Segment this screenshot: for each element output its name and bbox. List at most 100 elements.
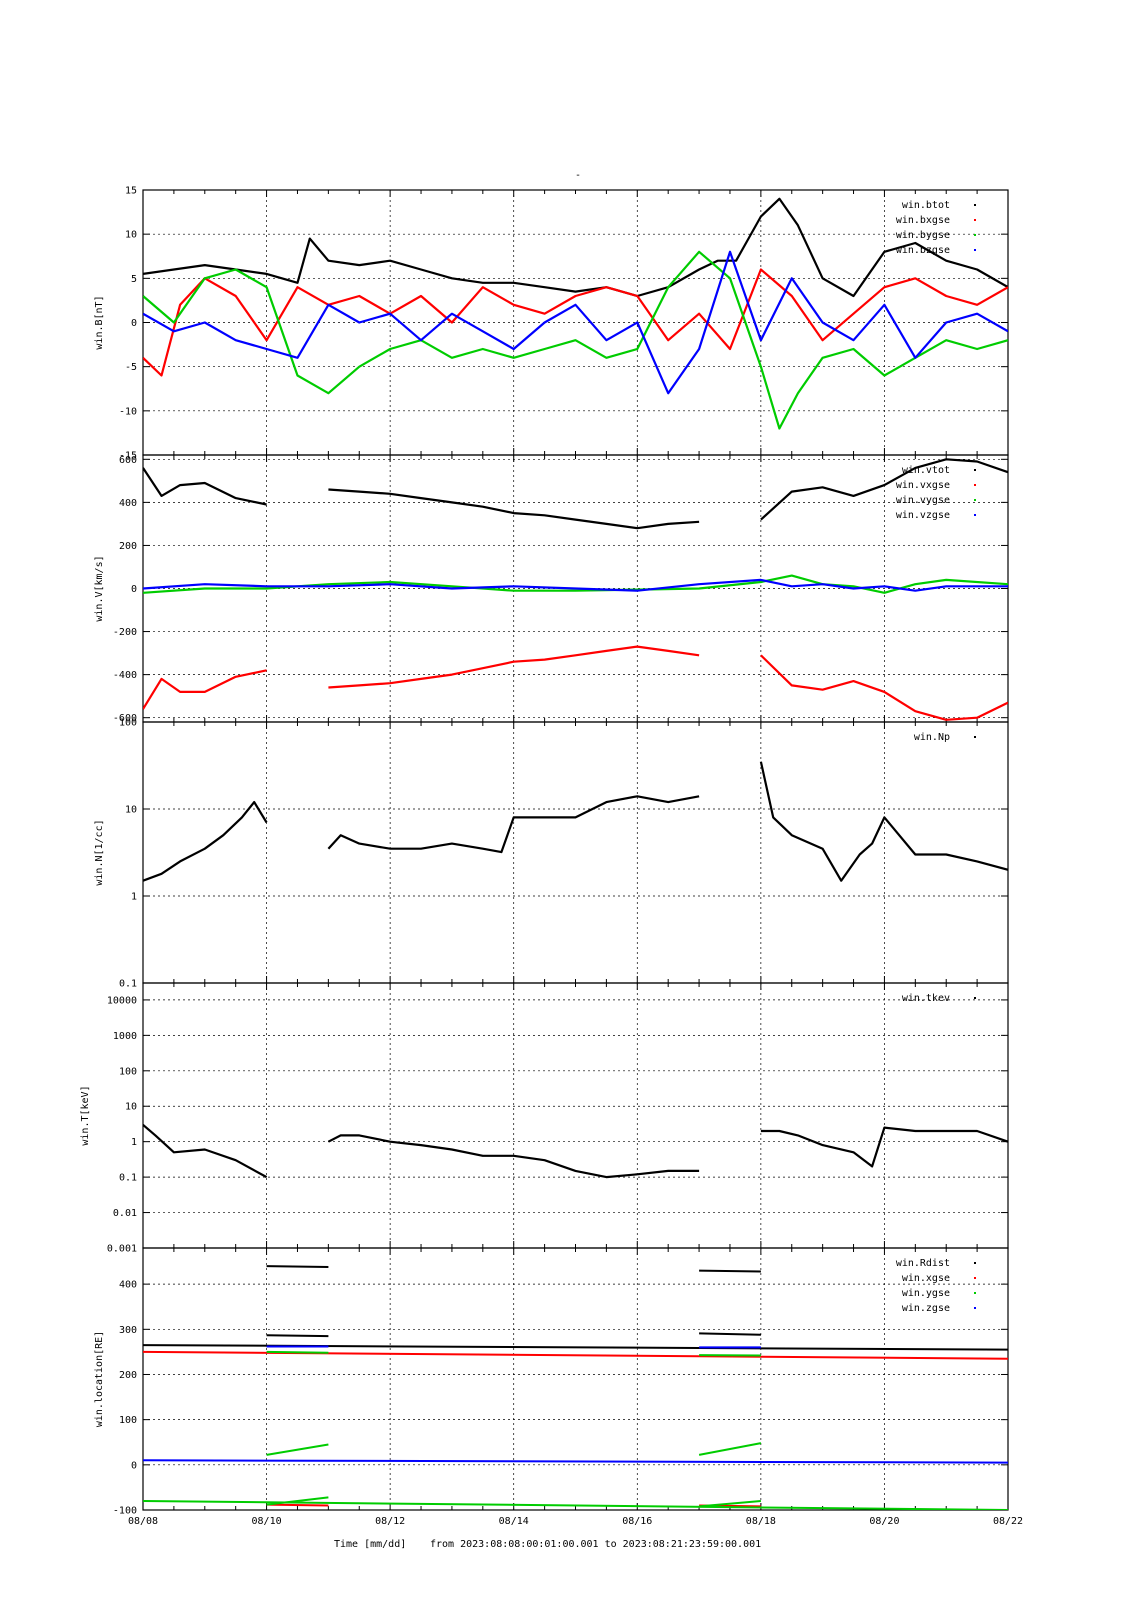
series-line [699, 1269, 761, 1273]
y-tick-label: 1 [131, 892, 137, 903]
series-line [143, 574, 1008, 594]
legend-entry: win.ygse [902, 1288, 950, 1299]
series-win-ygse [143, 1350, 1008, 1510]
series-win-bzgse [143, 250, 1008, 395]
series-win-zgse [143, 1345, 1008, 1464]
x-tick-label: 08/18 [746, 1516, 776, 1527]
y-tick-label: 400 [119, 498, 137, 509]
y-axis-label: win.T[keV] [80, 1085, 91, 1145]
legend-entry: win.tkev [902, 993, 950, 1004]
panel-5: -100 0 100 200 300 400 win.location[RE] win.Rdi… [94, 1247, 1009, 1517]
y-axis-label: win.V[km/s] [94, 555, 105, 621]
series-line [143, 761, 1008, 882]
y-tick-label: 200 [119, 1370, 137, 1381]
y-tick-label: 300 [119, 1325, 137, 1336]
series-line [143, 197, 1008, 298]
series-line [143, 268, 1008, 377]
legend-marker [974, 736, 976, 738]
y-tick-label: 1000 [113, 1031, 137, 1042]
y-tick-label: 400 [119, 1280, 137, 1291]
series-line [266, 1350, 329, 1354]
series-line [143, 1459, 1008, 1464]
y-tick-label: 0 [131, 1460, 137, 1471]
series-line [143, 250, 1008, 430]
x-tick-label: 08/08 [128, 1516, 158, 1527]
legend-marker [974, 249, 976, 251]
x-tick-label: 08/22 [993, 1516, 1023, 1527]
legend-marker [974, 997, 976, 999]
series-line [143, 458, 1008, 530]
series-group [143, 458, 1008, 721]
legend-marker [974, 1292, 976, 1294]
legend-marker [974, 484, 976, 486]
x-tick-label: 08/20 [869, 1516, 899, 1527]
series-win-btot [143, 197, 1008, 298]
series-group [143, 761, 1008, 882]
legend-marker [974, 469, 976, 471]
y-tick-label: -10 [119, 406, 137, 417]
legend-marker [974, 1307, 976, 1309]
series-win-bygse [143, 250, 1008, 430]
series-line [698, 1442, 762, 1456]
panels: -15-10-5051015win.B[nT]win.btotwin.bxgse… [80, 186, 1023, 1528]
y-tick-label: 1 [131, 1137, 137, 1148]
legend-marker [974, 1262, 976, 1264]
y-tick-label: 15 [125, 186, 137, 197]
figure-title: - [575, 170, 581, 181]
y-tick-label: 0.1 [119, 1173, 137, 1184]
y-tick-label: 10 [125, 1102, 137, 1113]
panel-4: 0.001 0.01 0.1 1 10 100 1000 10000 win.T[keV] win… [80, 982, 1009, 1255]
series-group [143, 1265, 1008, 1510]
series-line [266, 1265, 329, 1268]
series-win-vygse [143, 574, 1008, 594]
y-tick-label: 10 [125, 230, 137, 241]
legend-entry: win.vzgse [896, 510, 950, 521]
y-tick-label: 0.01 [113, 1208, 137, 1219]
legend-marker [974, 1277, 976, 1279]
series-win-bxgse [143, 268, 1008, 377]
legend-entry: win.vxgse [896, 480, 950, 491]
y-tick-label: 0 [131, 584, 137, 595]
legend-entry: win.zgse [902, 1303, 950, 1314]
series-line [266, 1496, 329, 1506]
x-axis-label: Time [mm/dd] [334, 1539, 406, 1550]
y-tick-label: 10000 [107, 995, 137, 1006]
y-tick-label: -400 [113, 670, 137, 681]
x-tick-label: 08/16 [622, 1516, 652, 1527]
series-group [143, 197, 1008, 430]
x-tick-label: 08/10 [252, 1516, 282, 1527]
plot-frame [142, 982, 1009, 1249]
series-line [143, 578, 1008, 592]
series-win-Rdist [143, 1265, 1008, 1351]
y-tick-label: -5 [125, 362, 137, 373]
panel-2: -600 -400 -200 0 200 400 600 win.V[km/s] win.vto… [94, 454, 1009, 724]
y-axis-label: win.location[RE] [94, 1331, 105, 1427]
x-tick-label: 08/12 [375, 1516, 405, 1527]
y-tick-label: -600 [113, 713, 137, 724]
y-axis-label: win.N[1/cc] [94, 819, 105, 885]
legend-entry: win.btot [902, 200, 950, 211]
legend-marker [974, 514, 976, 516]
series-line [266, 1503, 329, 1507]
legend-marker [974, 204, 976, 206]
series-win-vxgse [143, 645, 1008, 721]
y-tick-label: 100 [119, 1415, 137, 1426]
series-line [143, 645, 1008, 721]
y-tick-label: 100 [119, 718, 137, 729]
y-tick-label: -15 [119, 451, 137, 462]
y-tick-label: 0 [131, 318, 137, 329]
legend-entry: win.bzgse [896, 245, 950, 256]
legend-entry: win.vtot [902, 465, 950, 476]
series-win-vzgse [143, 578, 1008, 592]
series-group [143, 1123, 1008, 1179]
series-line [266, 1443, 329, 1456]
panel-3: 0.1 1 10 100 win.N[1/cc] win.Np [94, 718, 1009, 990]
series-line [699, 1500, 761, 1508]
series-win-Np [143, 761, 1008, 882]
x-tick-label: 08/14 [499, 1516, 529, 1527]
y-tick-label: -100 [113, 1506, 137, 1517]
series-line [699, 1332, 761, 1336]
legend-marker [974, 219, 976, 221]
y-tick-label: -200 [113, 627, 137, 638]
panel-1: -15 -10 -5 0 5 10 15 win.B[nT] win.btot win.bxgse… [94, 186, 1009, 462]
